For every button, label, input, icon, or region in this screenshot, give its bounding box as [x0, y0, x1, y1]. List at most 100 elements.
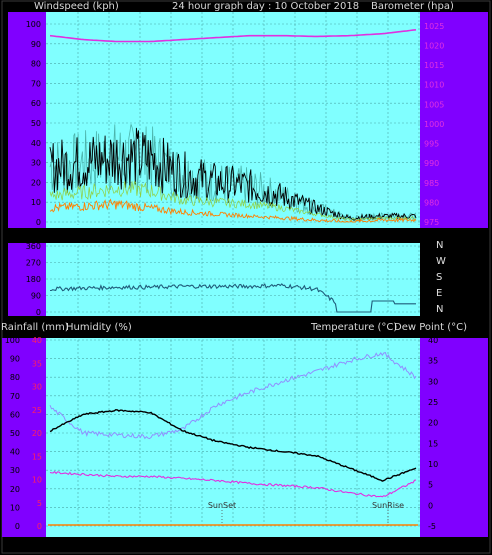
temperature-axis-label: Temperature (°C)	[310, 322, 397, 333]
wind-tick-label: 30	[31, 159, 41, 168]
barometer-line	[49, 29, 417, 43]
humidity-axis-strip	[2, 338, 46, 537]
time-tick-label: 15	[134, 539, 145, 549]
compass-label: N	[436, 304, 443, 315]
temperature-tick-label: -5	[428, 522, 436, 531]
wind-baro-panel: 0102030405060708090100975980985990995100…	[8, 12, 488, 243]
temperature-tick-label: 15	[428, 439, 438, 448]
time-tick-label: 19	[196, 233, 208, 243]
time-tick-label: 01	[289, 539, 300, 549]
compass-label: E	[436, 288, 442, 299]
humidity-tick-label: 50	[10, 429, 20, 438]
time-tick-label: 21	[227, 539, 238, 549]
humidity-tick-label: 100	[5, 336, 20, 345]
baro-tick-label: 1015	[424, 61, 444, 70]
rain-tick-label: 30	[32, 383, 42, 392]
temperature-tick-label: 30	[428, 377, 438, 386]
humidity-axis-label: Humidity (%)	[66, 322, 132, 333]
temperature-panel: 01020304050607080901000510152025303540-5…	[2, 336, 488, 549]
wind-axis-label: Windspeed (kph)	[34, 1, 119, 12]
time-tick-label: 17	[165, 539, 176, 549]
dewpoint-line	[49, 470, 417, 498]
wind-tick-label: 80	[31, 60, 41, 69]
baro-axis-strip	[420, 12, 488, 228]
direction-tick-label: 90	[31, 292, 41, 301]
baro-tick-label: 1010	[424, 81, 444, 90]
temperature-axis-strip	[420, 338, 488, 537]
compass-label: W	[436, 256, 446, 267]
wind-tick-label: 20	[31, 178, 41, 187]
wind-tick-label: 100	[26, 20, 41, 29]
time-tick-label: 07	[382, 233, 393, 243]
baro-tick-label: 980	[424, 198, 439, 207]
rain-tick-label: 0	[37, 522, 42, 531]
time-tick-label: 21	[227, 233, 238, 243]
time-tick-label: 01	[289, 233, 300, 243]
time-tick-label: 15	[134, 233, 145, 243]
wind-tick-label: 50	[31, 119, 41, 128]
direction-tick-label: 180	[26, 275, 41, 284]
temperature-tick-label: 25	[428, 398, 438, 407]
time-tick-label: 23	[258, 233, 269, 243]
direction-tick-label: 0	[36, 308, 41, 317]
time-tick-label: 09	[413, 539, 425, 549]
temperature-tick-label: 5	[428, 481, 433, 490]
wind-speed-line	[49, 198, 417, 223]
compass-label: S	[436, 272, 442, 283]
humidity-tick-label: 0	[15, 522, 20, 531]
temperature-tick-label: 40	[428, 336, 438, 345]
time-tick-label: 11	[72, 233, 83, 243]
temperature-tick-label: 0	[428, 501, 433, 510]
wind-tick-label: 40	[31, 139, 41, 148]
humidity-tick-label: 70	[10, 392, 20, 401]
wind-axis-strip	[8, 12, 46, 228]
rain-tick-label: 10	[32, 476, 42, 485]
baro-tick-label: 1025	[424, 22, 444, 31]
rain-tick-label: 25	[32, 406, 42, 415]
baro-tick-label: 985	[424, 179, 439, 188]
rain-tick-label: 20	[32, 429, 42, 438]
wind-avg-green-line	[49, 180, 417, 222]
time-tick-label: 13	[103, 233, 114, 243]
temperature-line	[49, 408, 417, 482]
baro-tick-label: 1000	[424, 120, 444, 129]
wind-tick-label: 10	[31, 198, 41, 207]
baro-tick-label: 990	[424, 159, 439, 168]
temperature-tick-label: 35	[428, 357, 438, 366]
rain-tick-label: 15	[32, 452, 42, 461]
rain-tick-label: 40	[32, 336, 42, 345]
sunrise-label: SunRise	[372, 501, 404, 510]
rainfall-axis-label: Rainfall (mm)	[1, 322, 69, 333]
humidity-line	[49, 352, 417, 440]
humidity-tick-label: 80	[10, 373, 20, 382]
direction-tick-label: 360	[26, 242, 41, 251]
temperature-tick-label: 20	[428, 419, 438, 428]
time-tick-label: 13	[103, 539, 114, 549]
barometer-axis-label: Barometer (hpa)	[371, 1, 454, 12]
wind-tick-label: 70	[31, 79, 41, 88]
time-tick-label: 19	[196, 539, 208, 549]
time-tick-label: 09	[413, 233, 425, 243]
time-tick-label: 05	[351, 233, 362, 243]
humidity-tick-label: 60	[10, 410, 20, 419]
rain-tick-label: 5	[37, 499, 42, 508]
humidity-tick-label: 90	[10, 355, 20, 364]
direction-tick-label: 270	[26, 259, 41, 268]
humidity-tick-label: 10	[10, 503, 20, 512]
time-tick-label: 17	[165, 233, 176, 243]
wind-direction-line	[50, 283, 416, 313]
humidity-tick-label: 30	[10, 466, 20, 475]
time-tick-label: 03	[320, 233, 331, 243]
wind-tick-label: 90	[31, 40, 41, 49]
rain-tick-label: 35	[32, 359, 42, 368]
baro-tick-label: 1005	[424, 100, 444, 109]
humidity-tick-label: 20	[10, 485, 20, 494]
time-tick-label: 23	[258, 539, 269, 549]
wind-tick-label: 0	[36, 218, 41, 227]
time-tick-label: 05	[351, 539, 362, 549]
sunset-label: SunSet	[208, 501, 236, 510]
direction-axis-strip	[8, 243, 46, 316]
